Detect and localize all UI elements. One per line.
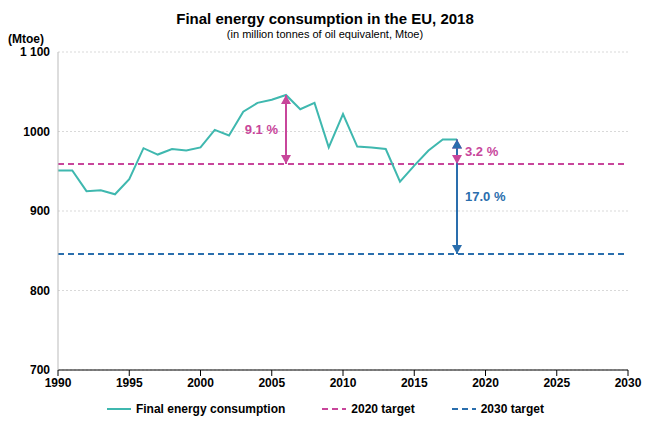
svg-text:2015: 2015 — [401, 376, 428, 390]
html-text:(in million tonnes of oil equi: (in million tonnes of oil equivalent, Mt… — [226, 28, 424, 40]
svg-text:2010: 2010 — [330, 376, 357, 390]
svg-text:2005: 2005 — [258, 376, 285, 390]
svg-text:800: 800 — [30, 284, 50, 298]
html-text:(Mtoe): (Mtoe) — [8, 32, 44, 46]
svg-text:1000: 1000 — [23, 125, 50, 139]
svg-text:700: 700 — [30, 363, 50, 377]
svg-text:9.1 %: 9.1 % — [245, 122, 279, 137]
html-text:Final energy consumption in th: Final energy consumption in the EU, 2018 — [176, 10, 474, 27]
svg-text:1 100: 1 100 — [20, 45, 50, 59]
svg-text:1990: 1990 — [45, 376, 72, 390]
svg-text:2025: 2025 — [543, 376, 570, 390]
svg-text:17.0 %: 17.0 % — [465, 189, 506, 204]
html-text:2030 target: 2030 target — [480, 402, 544, 416]
svg-text:900: 900 — [30, 204, 50, 218]
svg-text:1995: 1995 — [116, 376, 143, 390]
svg-text:2000: 2000 — [187, 376, 214, 390]
svg-text:3.2 %: 3.2 % — [465, 144, 499, 159]
svg-text:2030: 2030 — [615, 376, 642, 390]
svg-text:2020: 2020 — [472, 376, 499, 390]
html-text:Final energy consumption: Final energy consumption — [135, 402, 286, 416]
html-text:2020 target: 2020 target — [351, 402, 415, 416]
